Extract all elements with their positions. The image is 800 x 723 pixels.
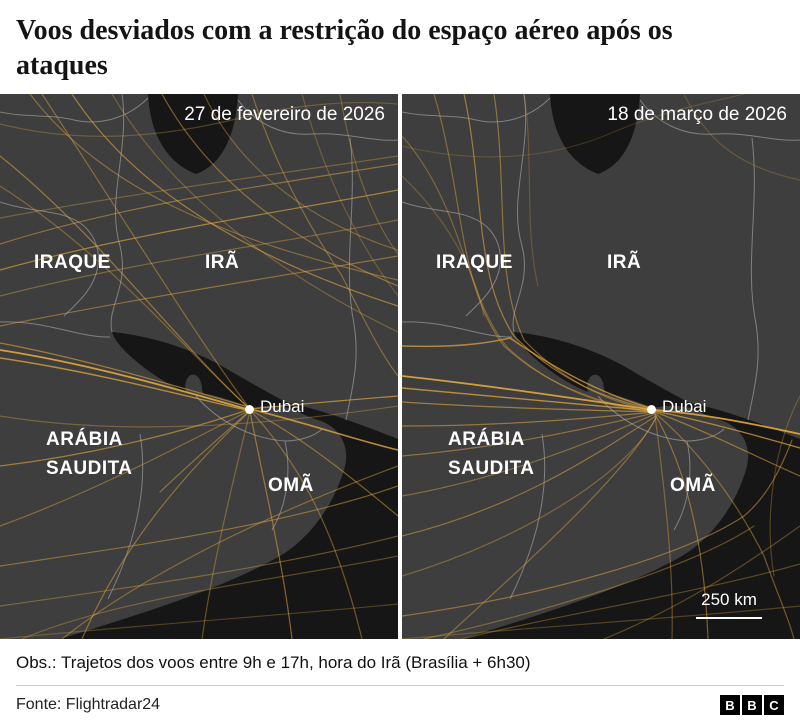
persian-gulf-arabian-sea: [60, 332, 398, 639]
label-saudi-line1: ARÁBIA: [46, 429, 123, 450]
water-bodies: [60, 94, 398, 639]
caspian-sea: [550, 94, 640, 174]
dubai-marker-dot: [647, 405, 656, 414]
dubai-label: Dubai: [260, 397, 305, 416]
scale-line: [696, 617, 762, 619]
map-before-graphic: [0, 94, 398, 639]
bbc-logo-letter: C: [764, 695, 784, 715]
note-text: Obs.: Trajetos dos voos entre 9h e 17h, …: [16, 653, 531, 672]
label-saudi-line2: SAUDITA: [46, 458, 133, 480]
flight-paths-layer: [0, 94, 398, 639]
label-saudi-arabia: ARÁBIA SAUDITA: [448, 425, 535, 484]
bbc-logo: B B C: [720, 695, 784, 715]
map-date-after: 18 de março de 2026: [607, 104, 787, 125]
dubai-marker-dot: [245, 405, 254, 414]
scale-label: 250 km: [701, 590, 757, 609]
label-saudi-line2: SAUDITA: [448, 458, 535, 480]
flight-paths-layer: [402, 94, 800, 639]
label-saudi-line1: ARÁBIA: [448, 429, 525, 450]
label-iraq: IRAQUE: [436, 252, 513, 273]
map-date-before: 27 de fevereiro de 2026: [184, 104, 385, 125]
bbc-logo-letter: B: [742, 695, 762, 715]
label-iraq: IRAQUE: [34, 252, 111, 273]
footer: Fonte: Flightradar24 B B C: [0, 686, 800, 715]
label-iran: IRÃ: [205, 252, 240, 273]
map-comparison: 27 de fevereiro de 2026 IRAQUE IRÃ ARÁBI…: [0, 94, 800, 639]
bbc-logo-letter: B: [720, 695, 740, 715]
label-saudi-arabia: ARÁBIA SAUDITA: [46, 425, 133, 484]
label-iran: IRÃ: [607, 252, 642, 273]
label-oman: OMÃ: [670, 475, 716, 496]
scale-bar: 250 km: [696, 590, 762, 619]
caspian-sea: [148, 94, 238, 174]
water-bodies: [462, 94, 800, 639]
footer-divider: [16, 685, 784, 686]
source-text: Fonte: Flightradar24: [16, 696, 161, 713]
dubai-label: Dubai: [662, 397, 707, 416]
headline: Voos desviados com a restrição do espaço…: [16, 15, 673, 81]
map-panel-before: 27 de fevereiro de 2026 IRAQUE IRÃ ARÁBI…: [0, 94, 398, 639]
persian-gulf-arabian-sea: [462, 332, 800, 639]
map-after-graphic: [402, 94, 800, 639]
map-panel-after: 18 de março de 2026 IRAQUE IRÃ ARÁBIA SA…: [402, 94, 800, 639]
label-oman: OMÃ: [268, 475, 314, 496]
country-borders: [0, 94, 398, 600]
